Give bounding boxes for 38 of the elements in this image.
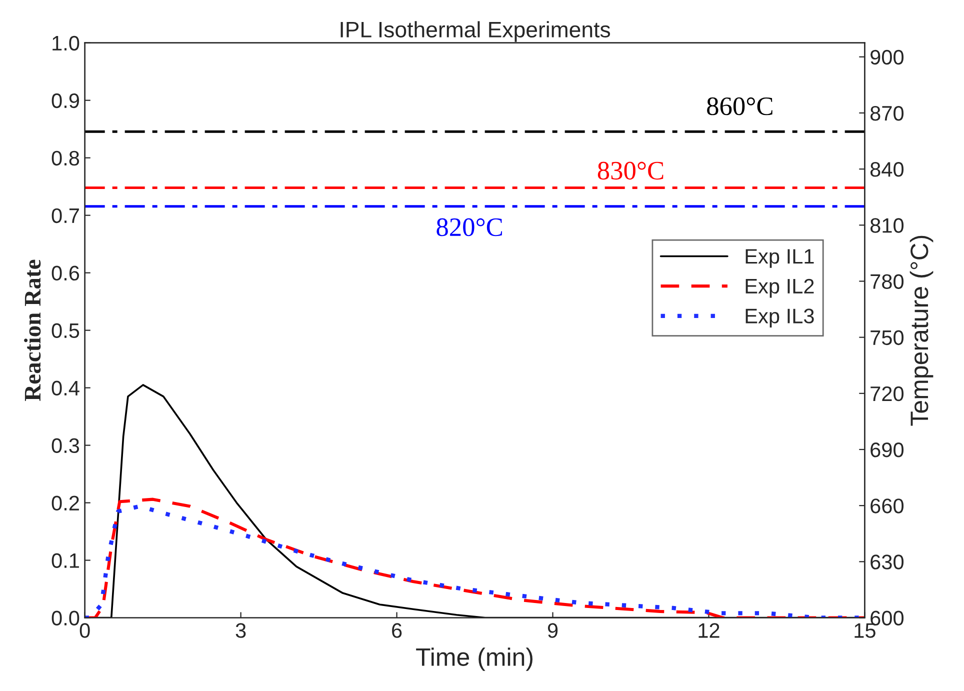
legend-label: Exp IL2 <box>746 278 814 298</box>
legend-label: Exp IL1 <box>746 249 814 268</box>
y-tick-label: 0.8 <box>52 150 80 166</box>
y-tick-label: 0.2 <box>52 496 79 511</box>
ref-line-label: 820°C <box>436 218 502 236</box>
legend-label: Exp IL3 <box>746 308 814 328</box>
y2-tick-label: 690 <box>870 442 904 458</box>
y-tick-label: 0.3 <box>52 438 80 454</box>
ref-line-label: 830°C <box>598 162 664 180</box>
x-axis-title: Time (min) <box>416 648 532 671</box>
x-tick-label: 3 <box>236 623 246 638</box>
y-tick-label: 0.9 <box>52 93 79 108</box>
y2-tick-label: 810 <box>870 218 904 233</box>
chart-title: IPL Isothermal Experiments <box>340 21 610 42</box>
y-tick-label: 0.4 <box>52 380 80 396</box>
y2-tick-label: 780 <box>870 274 904 289</box>
y-tick-label: 1.0 <box>52 36 80 51</box>
y-tick-label: 0.1 <box>52 553 79 568</box>
x-tick-label: 6 <box>392 623 402 638</box>
y-tick-label: 0.5 <box>52 323 80 338</box>
x-tick-label: 0 <box>80 623 90 638</box>
ref-line-label: 860°C <box>707 97 772 116</box>
y2-tick-label: 660 <box>870 498 904 514</box>
y-tick-label: 0.7 <box>52 208 79 224</box>
y2-tick-label: 630 <box>870 554 904 570</box>
x-tick-label: 12 <box>698 623 720 638</box>
y-axis-title: Reaction Rate <box>24 260 41 402</box>
y2-tick-label: 600 <box>870 610 904 626</box>
x-tick-label: 9 <box>548 623 558 638</box>
y2-tick-label: 750 <box>870 330 904 346</box>
y2-tick-label: 900 <box>870 50 904 65</box>
y-tick-label: 0.6 <box>52 266 80 281</box>
x-tick-label: 15 <box>854 623 876 638</box>
y2-tick-label: 840 <box>870 162 904 177</box>
y2-axis-title: Temperature (°C) <box>910 236 934 426</box>
y2-tick-label: 870 <box>870 106 904 121</box>
y-tick-label: 0.0 <box>52 610 80 626</box>
y2-tick-label: 720 <box>870 386 904 402</box>
